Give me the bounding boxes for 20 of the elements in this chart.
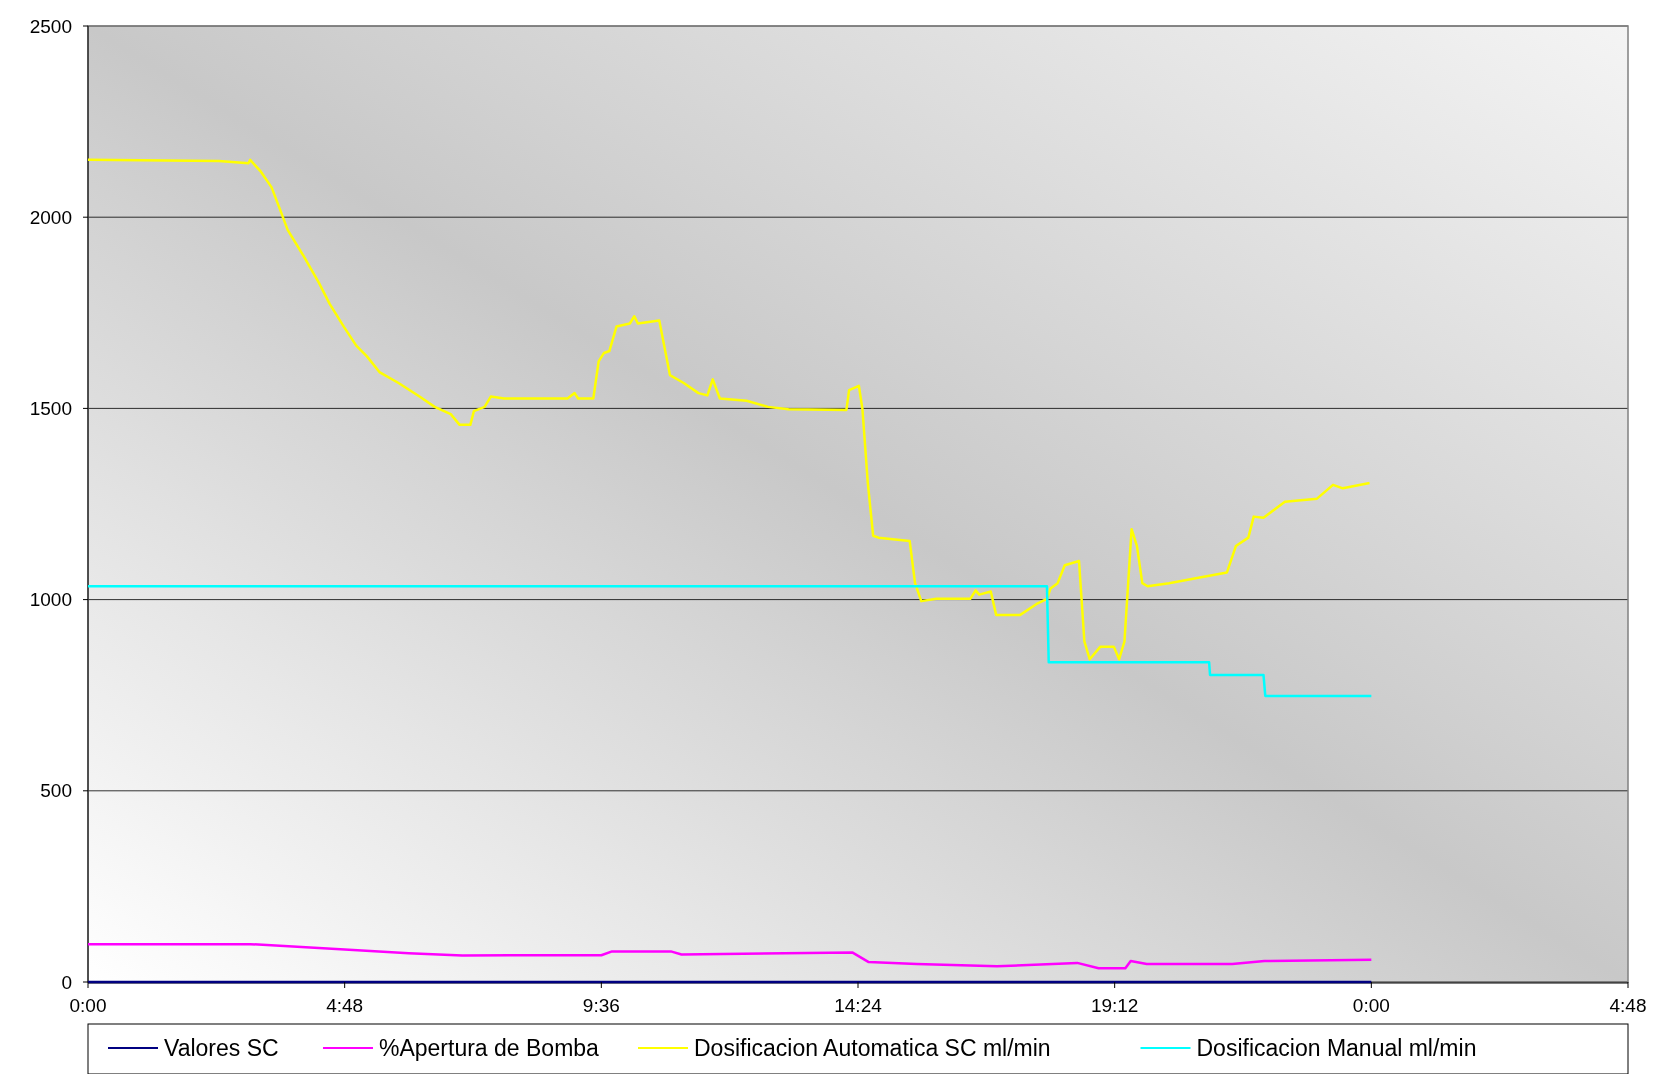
x-tick-label: 4:48 (1609, 995, 1647, 1016)
line-series (86, 584, 1373, 698)
y-tick-label: 2500 (29, 15, 72, 37)
x-tick-label: 19:12 (1090, 995, 1139, 1016)
x-tick-label: 14:24 (834, 995, 883, 1016)
x-tick-label: 9:36 (582, 995, 620, 1016)
x-tick-label: 4:48 (326, 995, 364, 1016)
y-tick-label: 1000 (29, 589, 72, 611)
y-tick-label: 2000 (29, 206, 72, 228)
y-tick-label: 0 (61, 971, 72, 993)
legend-label: Dosificacion Manual ml/min (1196, 1035, 1477, 1062)
x-tick-label: 0:00 (1352, 995, 1390, 1016)
line-series (86, 942, 1373, 970)
legend-label: Dosificacion Automatica SC ml/min (694, 1035, 1051, 1062)
line-series (86, 158, 1371, 661)
x-tick-label: 0:00 (69, 995, 107, 1016)
y-tick-label: 500 (40, 780, 72, 802)
legend-label: %Apertura de Bomba (379, 1035, 600, 1062)
y-tick-label: 1500 (29, 398, 72, 420)
legend-label: Valores SC (164, 1035, 279, 1062)
